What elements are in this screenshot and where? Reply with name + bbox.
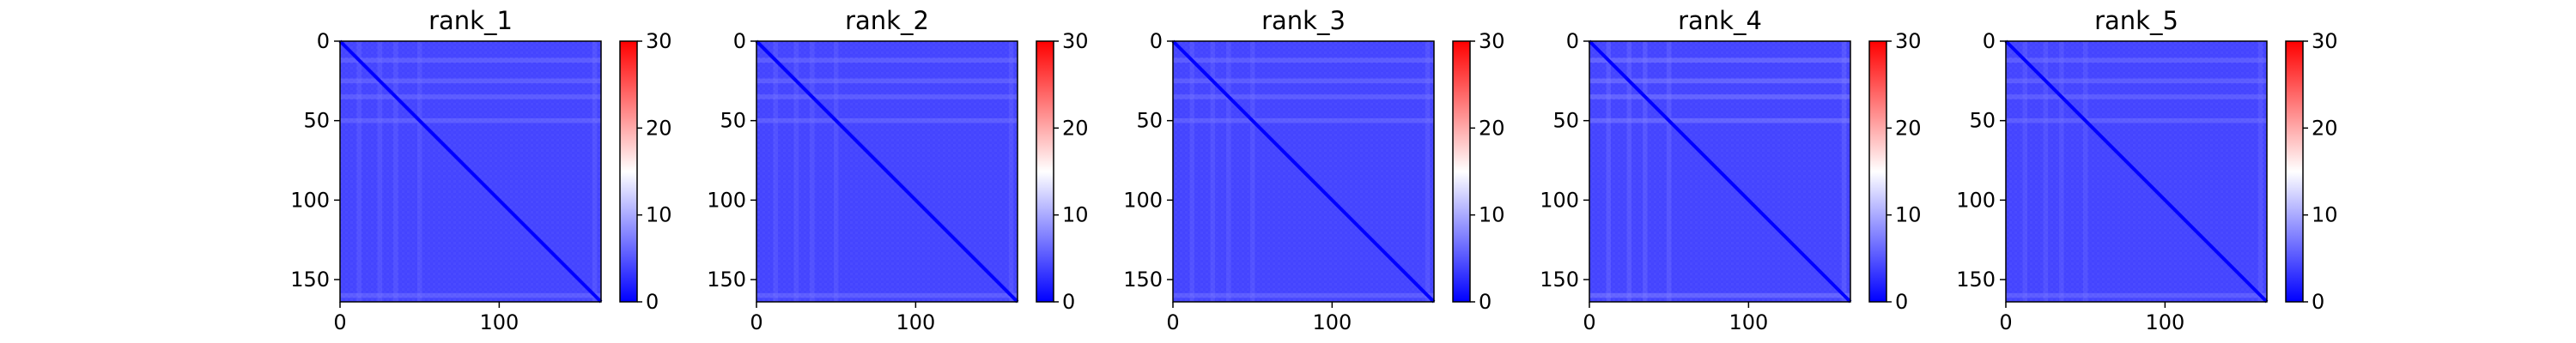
x-tick-label: 100 (479, 310, 519, 334)
y-tick-label: 50 (720, 109, 746, 133)
colorbar-tick-label: 20 (646, 116, 672, 140)
x-tick-label: 100 (2145, 310, 2184, 334)
heatmap-diagonal (1588, 39, 1852, 304)
x-tick-label: 100 (1312, 310, 1352, 334)
y-tick-label: 100 (1123, 188, 1163, 212)
x-tick-label: 0 (1999, 310, 2012, 334)
panel-title: rank_4 (1678, 6, 1762, 35)
colorbar-tick-label: 20 (2312, 116, 2338, 140)
y-tick-label: 0 (317, 29, 330, 53)
x-tick-label: 100 (896, 310, 935, 334)
plot-frame (2005, 40, 2268, 303)
colorbar-tick-label: 0 (1895, 290, 1908, 314)
y-tick-label: 100 (707, 188, 746, 212)
x-tick-label: 0 (333, 310, 346, 334)
y-tick-label: 150 (1540, 268, 1579, 292)
y-tick-label: 0 (1566, 29, 1579, 53)
colorbar (1868, 40, 1887, 303)
y-tick-label: 100 (1956, 188, 1996, 212)
heatmap-diagonal (2004, 39, 2269, 304)
colorbar-tick-label: 10 (2312, 203, 2338, 227)
colorbar (619, 40, 638, 303)
y-tick-label: 50 (303, 109, 330, 133)
panel-title: rank_3 (1261, 6, 1346, 35)
colorbar-tick-label: 30 (2312, 29, 2338, 53)
y-tick-label: 0 (1983, 29, 1996, 53)
colorbar-tick-label: 30 (646, 29, 672, 53)
plot-frame (339, 40, 602, 303)
heatmap-diagonal (755, 39, 1019, 304)
y-tick-label: 150 (1123, 268, 1163, 292)
panel-title: rank_2 (845, 6, 929, 35)
colorbar-tick-label: 0 (2312, 290, 2324, 314)
y-tick-label: 150 (290, 268, 330, 292)
colorbar (1452, 40, 1471, 303)
colorbar-tick-label: 20 (1895, 116, 1922, 140)
heatmap-diagonal (338, 39, 603, 304)
y-tick-label: 150 (1956, 268, 1996, 292)
colorbar-tick-label: 10 (1895, 203, 1922, 227)
y-tick-label: 50 (1552, 109, 1579, 133)
colorbar-tick-label: 0 (1479, 290, 1492, 314)
colorbar-tick-label: 10 (1479, 203, 1505, 227)
plot-frame (1172, 40, 1435, 303)
y-tick-label: 50 (1969, 109, 1996, 133)
colorbar (2285, 40, 2304, 303)
y-tick-label: 0 (733, 29, 746, 53)
colorbar-tick-label: 0 (1062, 290, 1075, 314)
colorbar (1036, 40, 1054, 303)
colorbar-tick-label: 0 (646, 290, 659, 314)
x-tick-label: 0 (1166, 310, 1179, 334)
colorbar-tick-label: 30 (1895, 29, 1922, 53)
heatmap-diagonal (1171, 39, 1436, 304)
y-tick-label: 150 (707, 268, 746, 292)
panel-title: rank_1 (428, 6, 513, 35)
y-tick-label: 100 (290, 188, 330, 212)
colorbar-tick-label: 20 (1479, 116, 1505, 140)
plot-frame (1589, 40, 1851, 303)
plot-frame (756, 40, 1018, 303)
x-tick-label: 0 (750, 310, 762, 334)
x-tick-label: 100 (1728, 310, 1768, 334)
colorbar-tick-label: 10 (646, 203, 672, 227)
colorbar-tick-label: 20 (1062, 116, 1089, 140)
colorbar-tick-label: 30 (1479, 29, 1505, 53)
x-tick-label: 0 (1583, 310, 1595, 334)
y-tick-label: 0 (1150, 29, 1163, 53)
y-tick-label: 50 (1136, 109, 1163, 133)
panel-title: rank_5 (2094, 6, 2178, 35)
colorbar-tick-label: 30 (1062, 29, 1089, 53)
y-tick-label: 100 (1540, 188, 1579, 212)
colorbar-tick-label: 10 (1062, 203, 1089, 227)
